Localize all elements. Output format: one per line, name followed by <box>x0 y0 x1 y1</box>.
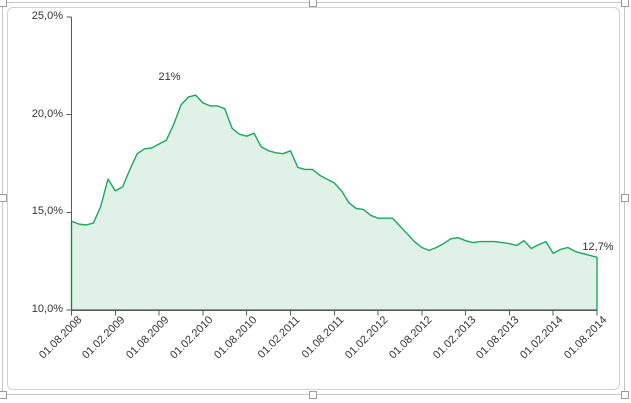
resize-handle-top-right[interactable] <box>620 0 629 7</box>
resize-handle-bottom-left[interactable] <box>0 390 7 399</box>
resize-handle-bottom-middle[interactable] <box>309 390 317 399</box>
area-series[interactable] <box>70 94 598 311</box>
resize-handle-top-middle[interactable] <box>309 0 317 7</box>
resize-handle-top-left[interactable] <box>0 0 7 7</box>
resize-handle-middle-right[interactable] <box>620 194 629 202</box>
resize-handle-bottom-right[interactable] <box>620 390 629 399</box>
resize-handle-middle-left[interactable] <box>0 194 7 202</box>
